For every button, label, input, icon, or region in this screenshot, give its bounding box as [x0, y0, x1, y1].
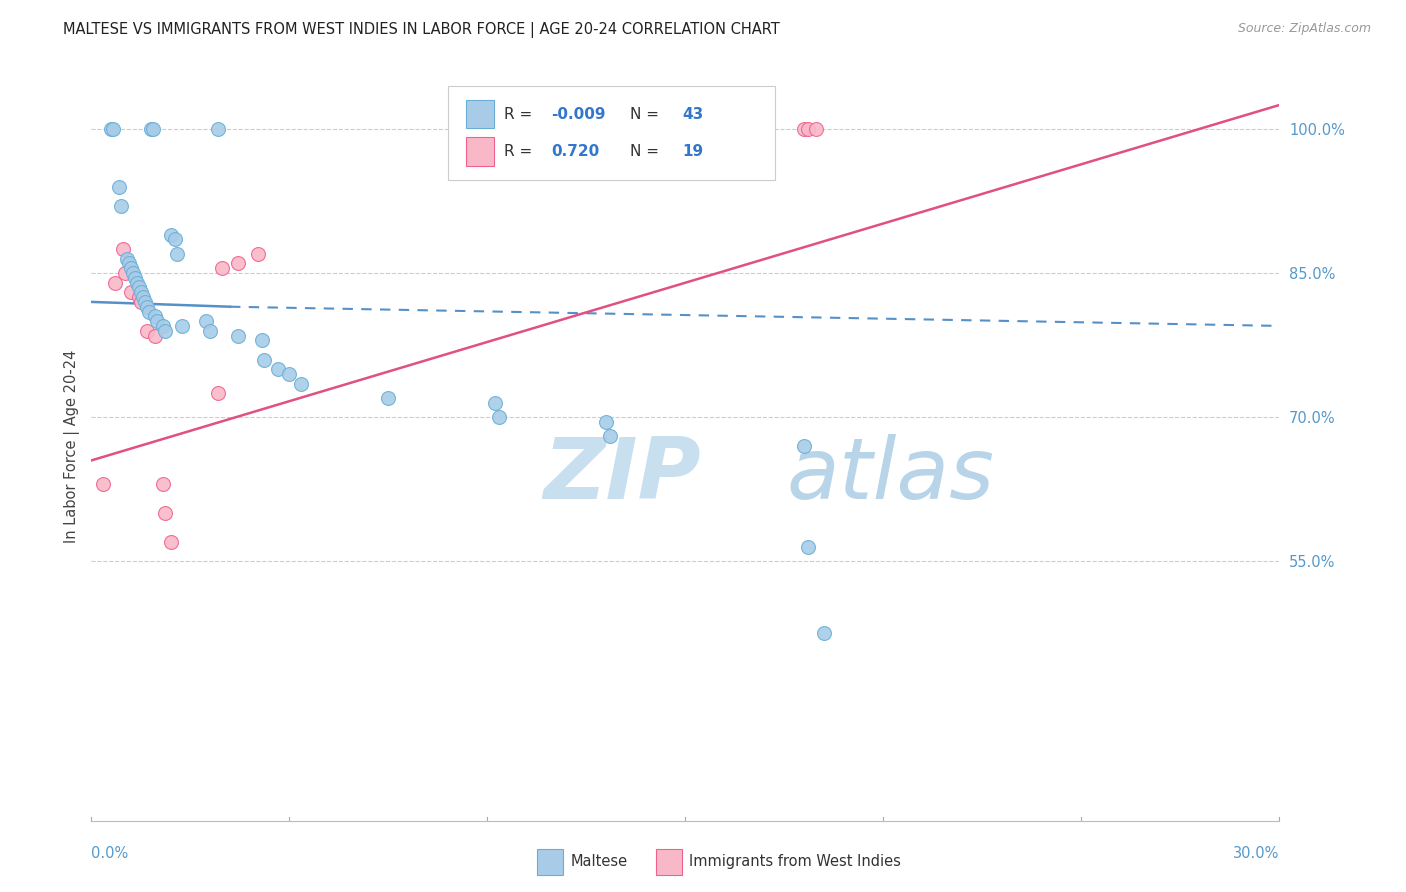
Text: N =: N = — [630, 144, 664, 159]
Point — [278, 367, 301, 381]
Point — [152, 318, 174, 333]
Point — [110, 199, 132, 213]
Point — [115, 252, 138, 266]
Text: Source: ZipAtlas.com: Source: ZipAtlas.com — [1237, 22, 1371, 36]
Point — [488, 410, 510, 425]
Point — [253, 352, 276, 367]
Point — [118, 256, 141, 270]
Point — [143, 328, 166, 343]
Point — [159, 227, 181, 242]
Point — [112, 242, 135, 256]
Point — [226, 328, 249, 343]
Point — [484, 396, 506, 410]
Text: 43: 43 — [682, 106, 703, 121]
Point — [124, 271, 146, 285]
Point — [143, 310, 166, 324]
Point — [101, 122, 124, 136]
Point — [135, 324, 157, 338]
Text: Immigrants from West Indies: Immigrants from West Indies — [689, 855, 901, 870]
Point — [104, 276, 127, 290]
Point — [813, 626, 835, 640]
Point — [108, 179, 131, 194]
Point — [250, 334, 273, 348]
Point — [290, 376, 312, 391]
Point — [804, 122, 827, 136]
Point — [599, 429, 621, 443]
Text: Maltese: Maltese — [571, 855, 627, 870]
Point — [266, 362, 288, 376]
Text: 30.0%: 30.0% — [1233, 846, 1279, 861]
Text: 19: 19 — [682, 144, 703, 159]
Point — [797, 540, 820, 554]
Point — [128, 290, 150, 304]
Point — [166, 247, 188, 261]
Point — [125, 276, 148, 290]
Point — [135, 300, 157, 314]
Bar — [465, 137, 494, 166]
Point — [595, 415, 617, 429]
Point — [198, 324, 221, 338]
Point — [145, 314, 167, 328]
Text: 0.0%: 0.0% — [91, 846, 128, 861]
Point — [246, 247, 269, 261]
Bar — [537, 849, 562, 874]
Text: ZIP: ZIP — [543, 434, 700, 517]
Point — [100, 122, 122, 136]
Bar — [465, 100, 494, 128]
Point — [114, 266, 136, 280]
Point — [139, 122, 162, 136]
Text: atlas: atlas — [786, 434, 994, 517]
Point — [211, 261, 233, 276]
Point — [207, 386, 229, 401]
Text: R =: R = — [503, 106, 537, 121]
Y-axis label: In Labor Force | Age 20-24: In Labor Force | Age 20-24 — [65, 350, 80, 542]
Point — [207, 122, 229, 136]
Point — [122, 266, 145, 280]
Point — [172, 318, 194, 333]
Point — [793, 439, 815, 453]
Point — [120, 261, 142, 276]
Text: MALTESE VS IMMIGRANTS FROM WEST INDIES IN LABOR FORCE | AGE 20-24 CORRELATION CH: MALTESE VS IMMIGRANTS FROM WEST INDIES I… — [63, 22, 780, 38]
Point — [163, 232, 186, 246]
Point — [138, 304, 160, 318]
Point — [129, 285, 152, 300]
Text: -0.009: -0.009 — [551, 106, 606, 121]
Text: 0.720: 0.720 — [551, 144, 599, 159]
Point — [129, 294, 152, 309]
FancyBboxPatch shape — [447, 87, 775, 180]
Point — [152, 477, 174, 491]
Point — [226, 256, 249, 270]
Point — [142, 122, 165, 136]
Point — [134, 294, 156, 309]
Point — [128, 280, 150, 294]
Bar — [655, 849, 682, 874]
Point — [132, 290, 155, 304]
Point — [159, 535, 181, 549]
Point — [377, 391, 399, 405]
Point — [797, 122, 820, 136]
Point — [153, 324, 176, 338]
Point — [120, 285, 142, 300]
Text: N =: N = — [630, 106, 664, 121]
Text: R =: R = — [503, 144, 537, 159]
Point — [195, 314, 218, 328]
Point — [153, 506, 176, 520]
Point — [91, 477, 114, 491]
Point — [793, 122, 815, 136]
